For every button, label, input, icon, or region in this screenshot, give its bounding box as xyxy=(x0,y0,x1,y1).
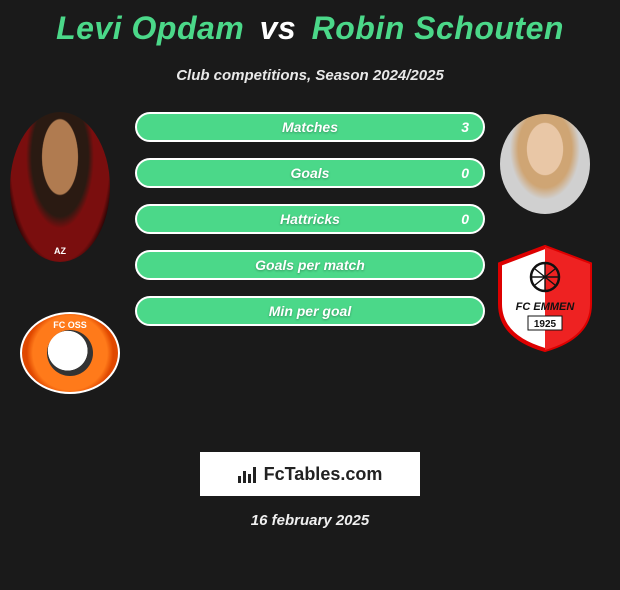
date-label: 16 february 2025 xyxy=(0,512,620,529)
stat-pill-hattricks: Hattricks 0 xyxy=(135,204,485,234)
stat-value-right: 0 xyxy=(461,211,469,227)
bull-icon xyxy=(47,330,93,376)
stat-label: Hattricks xyxy=(280,211,340,227)
player1-club-badge: FC OSS xyxy=(20,312,120,394)
player2-avatar xyxy=(500,114,590,214)
stat-label: Goals per match xyxy=(255,257,365,273)
stat-label: Matches xyxy=(282,119,338,135)
page-title: Levi Opdam vs Robin Schouten xyxy=(0,10,620,47)
stats-column: Matches 3 Goals 0 Hattricks 0 Goals per … xyxy=(135,112,485,342)
stat-pill-matches: Matches 3 xyxy=(135,112,485,142)
stat-pill-min-per-goal: Min per goal xyxy=(135,296,485,326)
player2-club-badge: FC EMMEN 1925 xyxy=(490,242,600,352)
player1-jersey-text: AZ xyxy=(54,246,66,256)
shield-icon: FC EMMEN 1925 xyxy=(490,242,600,352)
club-year-text: 1925 xyxy=(534,319,557,330)
stat-label: Min per goal xyxy=(269,303,351,319)
stat-value-right: 0 xyxy=(461,165,469,181)
club-name-text: FC EMMEN xyxy=(516,301,576,313)
title-player2: Robin Schouten xyxy=(312,10,564,46)
bars-icon xyxy=(238,465,258,483)
brand-text: FcTables.com xyxy=(264,464,383,485)
stat-label: Goals xyxy=(291,165,330,181)
stat-pill-goals-per-match: Goals per match xyxy=(135,250,485,280)
stat-value-right: 3 xyxy=(461,119,469,135)
player1-club-text: FC OSS xyxy=(53,320,87,330)
player1-avatar: AZ xyxy=(10,112,110,262)
subtitle: Club competitions, Season 2024/2025 xyxy=(0,67,620,84)
title-vs: vs xyxy=(260,10,297,46)
comparison-panel: AZ FC OSS FC EMMEN 1925 Matches 3 Goals … xyxy=(0,112,620,412)
stat-pill-goals: Goals 0 xyxy=(135,158,485,188)
brand-box: FcTables.com xyxy=(200,452,420,496)
title-player1: Levi Opdam xyxy=(56,10,244,46)
